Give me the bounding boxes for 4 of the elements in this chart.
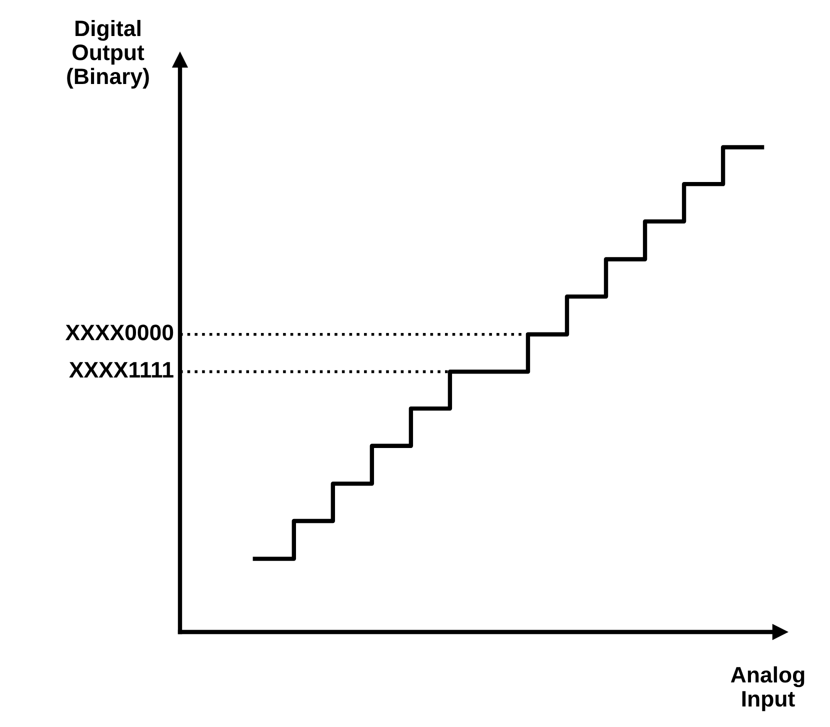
- text: Digital Output (Binary): [67, 20, 149, 89]
- ref-line-label: XXXX0000: [65, 324, 174, 340]
- ref-line-label: XXXX1111: [69, 362, 174, 378]
- x-axis-title: Analog Input: [730, 666, 804, 712]
